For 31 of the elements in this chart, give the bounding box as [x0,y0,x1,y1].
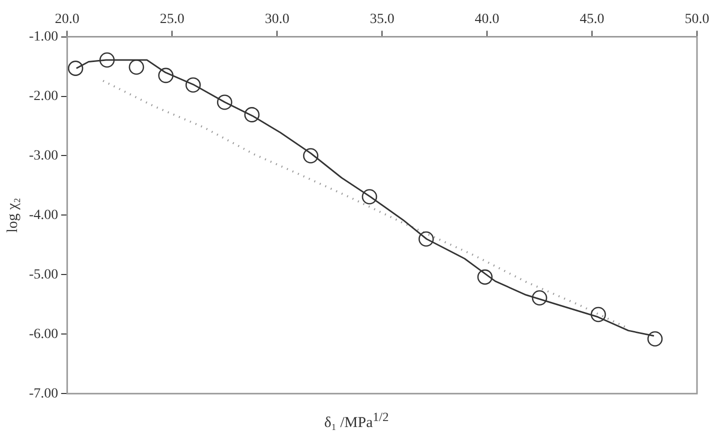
y-tick-label: -7.00 [28,386,58,402]
point [216,94,232,110]
x-axis-title: δ₁ /MPa$^{1/2}$ [323,410,390,432]
y-tick-label: -6.00 [28,326,58,342]
x-tick-label: 30.0 [264,12,290,28]
y-tick-label: -5.00 [28,267,58,282]
x-tick-label: 40.0 [474,12,500,28]
point [477,269,493,285]
line-series [102,80,626,328]
y-tick-label: -3.00 [28,148,58,164]
point [590,306,606,322]
y-tick-label: -1.00 [28,29,58,44]
point [99,52,115,68]
point [418,231,434,247]
point [647,331,663,347]
x-tick-label: 45.0 [580,12,604,28]
point [128,59,144,75]
point [303,148,318,164]
y-axis-title: log χ₂ [4,198,21,233]
point [362,189,378,204]
x-tick-label: 35.0 [370,12,394,28]
point [158,68,174,84]
point [185,77,201,93]
point [68,60,84,76]
x-tick-label: 20.0 [54,12,80,28]
y-tick-label: -4.00 [28,208,58,223]
x-tick-label: 25.0 [160,12,184,28]
x-tick-label: 50.0 [684,12,710,28]
point [244,107,260,122]
y-tick-label: -2.00 [28,88,58,104]
point [532,290,548,306]
